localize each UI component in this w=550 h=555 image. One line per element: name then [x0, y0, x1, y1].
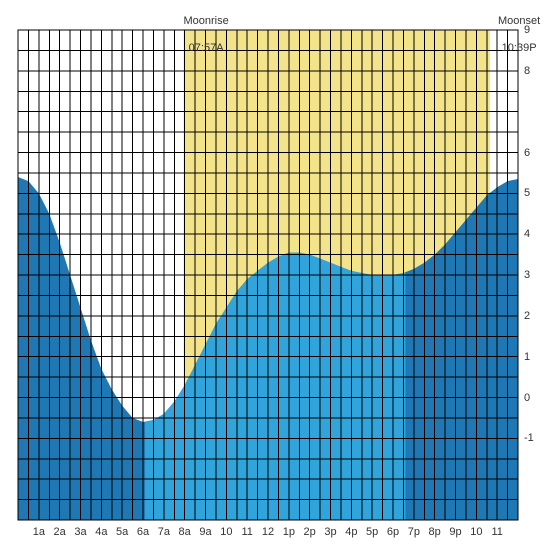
x-tick: 9p: [449, 526, 461, 538]
x-tick: 7p: [408, 526, 420, 538]
y-tick: 9: [524, 24, 530, 36]
x-tick: 1p: [283, 526, 295, 538]
tide-chart: Moonrise 07:57A Moonset 10:39P -10123456…: [0, 0, 550, 550]
moonset-label: Moonset 10:39P: [483, 2, 543, 68]
x-tick: 2p: [304, 526, 316, 538]
x-tick: 12: [262, 526, 274, 538]
chart-canvas: [0, 0, 550, 550]
x-tick: 3a: [74, 526, 86, 538]
y-tick: 3: [524, 269, 530, 281]
x-tick: 10: [470, 526, 482, 538]
x-tick: 6p: [387, 526, 399, 538]
moonrise-label: Moonrise 07:57A: [170, 2, 230, 68]
moonset-time: 10:39P: [502, 42, 537, 54]
y-tick: 0: [524, 392, 530, 404]
x-tick: 4p: [345, 526, 357, 538]
x-tick: 6a: [137, 526, 149, 538]
x-tick: 5a: [116, 526, 128, 538]
x-tick: 2a: [54, 526, 66, 538]
x-tick: 3p: [324, 526, 336, 538]
x-tick: 10: [220, 526, 232, 538]
y-tick: 6: [524, 147, 530, 159]
moonset-title: Moonset: [498, 15, 540, 27]
y-tick: 1: [524, 351, 530, 363]
moonrise-time: 07:57A: [189, 42, 224, 54]
x-tick: 4a: [95, 526, 107, 538]
x-tick: 7a: [158, 526, 170, 538]
x-tick: 8p: [429, 526, 441, 538]
x-tick: 8a: [179, 526, 191, 538]
y-tick: 4: [524, 228, 530, 240]
y-tick: 8: [524, 65, 530, 77]
x-tick: 9a: [199, 526, 211, 538]
moonrise-title: Moonrise: [183, 15, 228, 27]
y-tick: -1: [524, 432, 534, 444]
x-tick: 11: [241, 526, 252, 538]
y-tick: 2: [524, 310, 530, 322]
x-tick: 1a: [33, 526, 45, 538]
x-tick: 5p: [366, 526, 378, 538]
y-tick: 5: [524, 187, 530, 199]
x-tick: 11: [491, 526, 502, 538]
